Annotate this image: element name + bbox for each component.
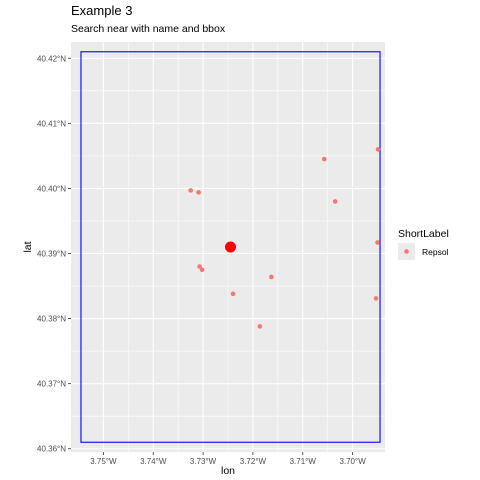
legend: ShortLabel Repsol bbox=[398, 228, 449, 260]
data-point bbox=[230, 291, 236, 297]
legend-key-repsol bbox=[404, 249, 409, 254]
data-point bbox=[375, 240, 380, 245]
data-point bbox=[196, 190, 201, 195]
x-tick-label: 3.73°W bbox=[190, 457, 217, 466]
x-axis-ticks: 3.75°W 3.74°W 3.73°W 3.72°W 3.71°W 3.70°W bbox=[90, 452, 366, 466]
center-point bbox=[224, 241, 236, 253]
y-tick-label: 40.40°N bbox=[37, 184, 66, 193]
data-point bbox=[375, 147, 381, 152]
x-tick-label: 3.71°W bbox=[290, 457, 317, 466]
bbox-rectangle bbox=[80, 51, 381, 443]
y-tick-label: 40.36°N bbox=[37, 445, 66, 454]
y-axis-title: lat bbox=[22, 241, 34, 252]
data-point bbox=[199, 267, 205, 273]
x-tick-label: 3.70°W bbox=[339, 457, 366, 466]
y-tick-label: 40.39°N bbox=[37, 250, 66, 259]
x-tick-label: 3.75°W bbox=[90, 457, 117, 466]
y-tick-label: 40.37°N bbox=[37, 380, 66, 389]
y-axis-ticks: 40.36°N 40.37°N 40.38°N 40.39°N 40.40°N 40.41… bbox=[37, 54, 71, 454]
y-tick-label: 40.41°N bbox=[37, 119, 66, 128]
legend-label-repsol: Repsol bbox=[422, 247, 449, 257]
data-point bbox=[321, 156, 327, 162]
data-point bbox=[269, 274, 274, 280]
y-tick-label: 40.38°N bbox=[37, 315, 66, 324]
data-point bbox=[332, 199, 338, 204]
grid-major bbox=[71, 42, 385, 452]
legend-title: ShortLabel bbox=[398, 228, 449, 240]
x-tick-label: 3.74°W bbox=[140, 457, 167, 466]
x-tick-label: 3.72°W bbox=[240, 457, 267, 466]
chart-title: Example 3 bbox=[71, 3, 132, 18]
data-point bbox=[188, 188, 193, 193]
data-point bbox=[197, 264, 202, 269]
chart-subtitle: Search near with name and bbox bbox=[71, 23, 226, 35]
y-tick-label: 40.42°N bbox=[37, 54, 66, 63]
x-axis-title: lon bbox=[221, 465, 235, 477]
data-point bbox=[257, 324, 263, 329]
data-point bbox=[373, 296, 379, 301]
data-points bbox=[188, 147, 381, 329]
